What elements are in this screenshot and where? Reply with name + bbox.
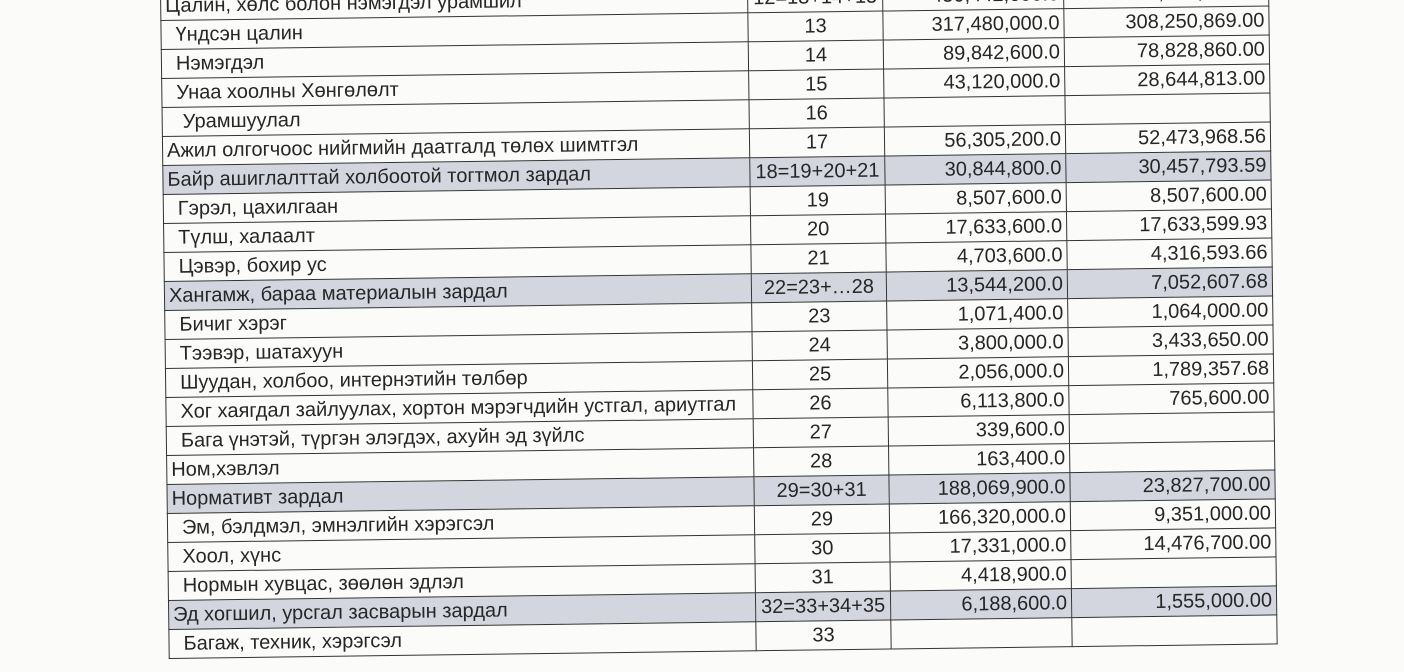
row-code: 27 — [753, 417, 889, 448]
row-plan-amount: 166,320,000.0 — [889, 501, 1071, 533]
row-actual-amount: 28,644,813.00 — [1064, 63, 1270, 96]
row-plan-amount: 1,071,400.0 — [886, 298, 1068, 331]
row-code: 23 — [751, 301, 887, 332]
row-plan-amount — [890, 617, 1073, 649]
row-actual-amount — [1071, 556, 1277, 589]
row-actual-amount — [1064, 92, 1271, 125]
row-code: 18=19+20+21 — [749, 156, 886, 187]
row-plan-amount: 56,305,200.0 — [884, 124, 1066, 157]
row-actual-amount: 4,316,593.66 — [1066, 237, 1273, 270]
row-actual-amount: 9,351,000.00 — [1070, 498, 1276, 531]
row-actual-amount — [1069, 411, 1275, 444]
row-actual-amount — [1069, 440, 1275, 473]
row-plan-amount: 4,418,900.0 — [890, 559, 1072, 591]
row-code: 21 — [750, 243, 887, 274]
row-code: 13 — [747, 11, 884, 42]
scanned-document: Цалин, хөлс болон нэмэгдэл урамшил12=13+… — [160, 0, 1278, 659]
row-plan-amount: 2,056,000.0 — [887, 356, 1069, 389]
row-actual-amount: 8,507,600.00 — [1066, 179, 1272, 212]
row-code: 33 — [755, 619, 892, 651]
row-actual-amount: 30,457,793.59 — [1065, 150, 1272, 183]
row-actual-amount: 1,064,000.00 — [1067, 295, 1273, 328]
row-plan-amount: 17,633,600.0 — [885, 211, 1067, 244]
row-plan-amount: 163,400.0 — [888, 443, 1070, 476]
row-code: 26 — [752, 388, 889, 419]
row-plan-amount: 8,507,600.0 — [885, 182, 1067, 215]
row-plan-amount: 3,800,000.0 — [886, 327, 1069, 360]
row-actual-amount: 52,473,968.56 — [1065, 121, 1271, 154]
row-actual-amount — [1071, 614, 1278, 647]
row-code: 14 — [748, 40, 884, 71]
row-actual-amount: 23,827,700.00 — [1069, 469, 1276, 502]
row-actual-amount: 1,789,357.68 — [1068, 353, 1274, 386]
row-code: 15 — [748, 69, 884, 100]
row-plan-amount: 30,844,800.0 — [884, 153, 1067, 186]
row-plan-amount: 6,188,600.0 — [890, 588, 1072, 620]
row-plan-amount: 4,703,600.0 — [885, 240, 1068, 273]
row-plan-amount: 13,544,200.0 — [886, 269, 1068, 302]
row-actual-amount: 78,828,860.00 — [1064, 34, 1270, 67]
expense-table: Цалин, хөлс болон нэмэгдэл урамшил12=13+… — [160, 0, 1278, 659]
row-plan-amount — [883, 95, 1066, 128]
row-code: 16 — [748, 98, 885, 129]
row-code: 29=30+31 — [753, 475, 890, 506]
row-actual-amount: 765,600.00 — [1068, 382, 1275, 415]
row-code: 24 — [752, 330, 888, 361]
row-code: 25 — [752, 359, 888, 390]
row-plan-amount: 89,842,600.0 — [883, 37, 1065, 70]
row-actual-amount: 308,250,869.00 — [1063, 5, 1270, 38]
row-code: 19 — [750, 185, 886, 216]
row-code: 28 — [753, 446, 889, 477]
row-actual-amount: 7,052,607.68 — [1067, 266, 1273, 299]
row-actual-amount: 3,433,650.00 — [1067, 324, 1274, 357]
row-code: 32=33+34+35 — [755, 590, 891, 622]
expense-table-body: Цалин, хөлс болон нэмэгдэл урамшил12=13+… — [160, 0, 1278, 659]
row-code: 17 — [749, 127, 885, 158]
row-plan-amount: 339,600.0 — [888, 414, 1070, 447]
row-code: 30 — [754, 532, 891, 564]
row-plan-amount: 43,120,000.0 — [883, 66, 1065, 99]
row-plan-amount: 17,331,000.0 — [889, 530, 1072, 562]
row-plan-amount: 188,069,900.0 — [888, 472, 1071, 504]
row-code: 22=23+…28 — [751, 272, 887, 303]
row-actual-amount: 17,633,599.93 — [1066, 208, 1272, 241]
row-code: 20 — [750, 214, 886, 245]
row-code: 29 — [754, 503, 890, 535]
row-actual-amount: 1,555,000.00 — [1071, 585, 1277, 618]
row-code: 31 — [755, 561, 891, 593]
row-plan-amount: 6,113,800.0 — [887, 385, 1070, 418]
row-actual-amount: 14,476,700.00 — [1070, 527, 1277, 560]
row-plan-amount: 317,480,000.0 — [882, 8, 1065, 41]
